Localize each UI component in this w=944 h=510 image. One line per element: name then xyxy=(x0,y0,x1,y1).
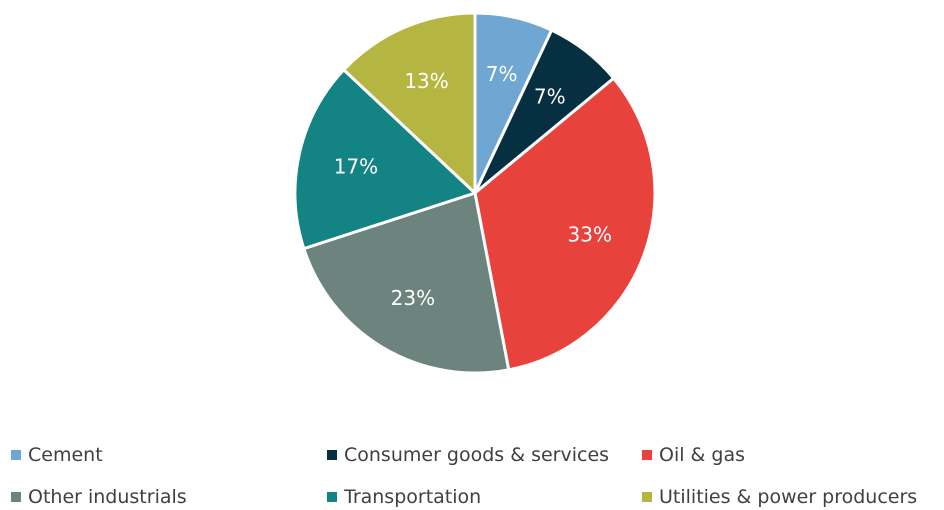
legend-label-other-industrials: Other industrials xyxy=(28,486,187,508)
legend-swatch-transportation xyxy=(327,492,337,502)
data-label-transportation: 17% xyxy=(334,154,378,178)
pie-slice-utilities-power-producers xyxy=(342,11,477,195)
legend-label-consumer-goods: Consumer goods & services xyxy=(344,444,610,466)
data-label-consumer-goods-services: 7% xyxy=(534,85,566,109)
legend-label-utilities: Utilities & power producers xyxy=(659,486,918,508)
legend-swatch-utilities xyxy=(642,492,652,502)
pie-slice-oil-gas xyxy=(473,76,657,372)
legend-item-oil-gas: Oil & gas xyxy=(642,443,745,467)
legend-item-utilities: Utilities & power producers xyxy=(642,485,917,509)
data-label-cement: 7% xyxy=(486,62,518,86)
legend-swatch-consumer-goods xyxy=(327,450,337,460)
pie-chart-plot: 7% 7% 33% 23% 17% 13% xyxy=(293,11,657,375)
legend-label-transportation: Transportation xyxy=(344,486,482,508)
pie-slice-transportation xyxy=(293,68,477,251)
legend-item-other-industrials: Other industrials xyxy=(11,485,187,509)
legend-swatch-cement xyxy=(11,450,21,460)
data-label-oil-gas: 33% xyxy=(568,222,612,246)
legend-label-cement: Cement xyxy=(28,444,103,466)
legend-swatch-oil-gas xyxy=(642,450,652,460)
data-label-utilities-power-producers: 13% xyxy=(404,69,448,93)
data-label-other-industrials: 23% xyxy=(391,286,435,310)
legend-swatch-other-industrials xyxy=(11,492,21,502)
legend-label-oil-gas: Oil & gas xyxy=(659,444,746,466)
legend-item-transportation: Transportation xyxy=(327,485,481,509)
pie-slice-other-industrials xyxy=(302,191,511,375)
legend-item-consumer-goods: Consumer goods & services xyxy=(327,443,609,467)
legend-item-cement: Cement xyxy=(11,443,103,467)
